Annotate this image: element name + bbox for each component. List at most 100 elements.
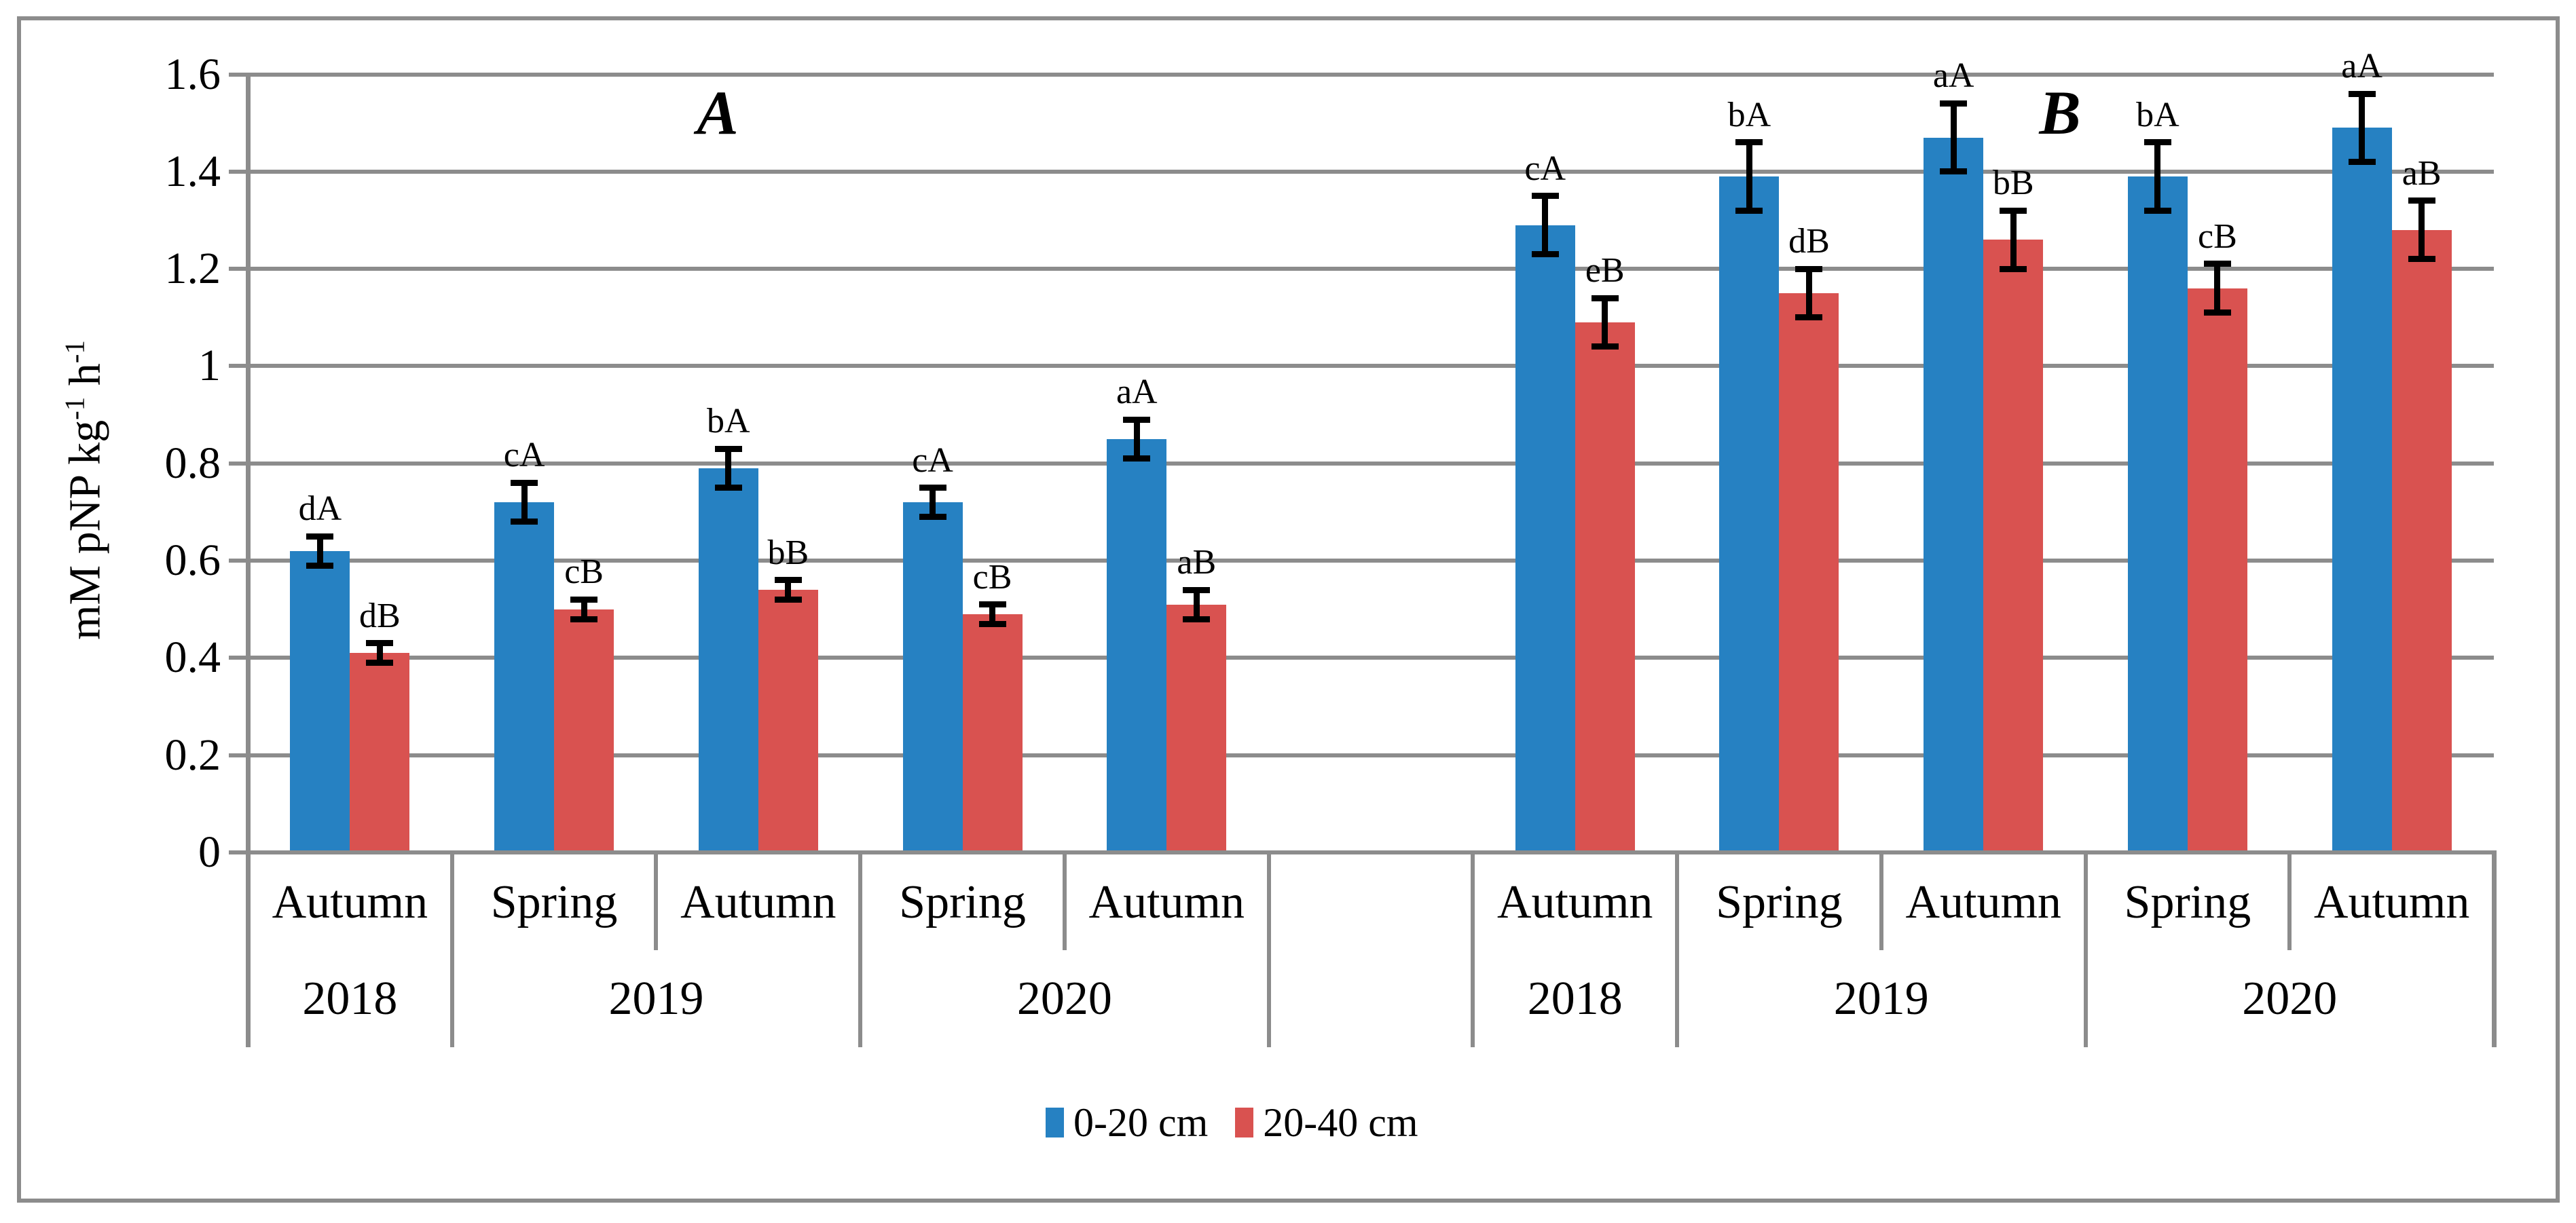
year-label-2018: 2018 [1527, 973, 1623, 1025]
legend-item-20-40cm: 20-40 cm [1235, 1102, 1418, 1143]
significance-label-0-20cm-autumn-2018-B: cA [1524, 149, 1566, 188]
bar-0-20cm-spring-2020-B [2127, 176, 2188, 850]
y-tick-label: 1.4 [164, 146, 221, 196]
category-table-right-edge [2492, 850, 2497, 1047]
error-bar-line-20-40cm-autumn-2019-B [2010, 210, 2017, 269]
error-bar-line-0-20cm-autumn-2018-A [316, 536, 323, 566]
significance-label-20-40cm-spring-2019-B: dB [1788, 222, 1830, 261]
bar-20-40cm-autumn-2020-B [2391, 229, 2452, 850]
error-bar-line-20-40cm-autumn-2018-A [376, 643, 383, 663]
error-bar-cap-top-20-40cm-spring-2019-B [1795, 265, 1823, 272]
season-label-6: Autumn [1496, 876, 1653, 928]
season-label-0: Autumn [272, 876, 428, 928]
error-bar-cap-bottom-0-20cm-spring-2020-A [919, 514, 946, 521]
y-tick-label: 1.2 [164, 244, 221, 294]
bar-0-20cm-spring-2020-A [902, 502, 963, 850]
error-bar-line-20-40cm-autumn-2020-A [1193, 590, 1200, 620]
significance-label-0-20cm-spring-2019-B: bA [1727, 95, 1771, 134]
bar-0-20cm-spring-2019-A [494, 502, 555, 850]
error-bar-cap-top-20-40cm-spring-2020-B [2203, 261, 2231, 267]
bar-0-20cm-autumn-2018-B [1515, 225, 1575, 850]
error-bar-cap-top-20-40cm-autumn-2020-B [2408, 197, 2435, 204]
significance-label-20-40cm-spring-2019-A: cB [564, 552, 604, 592]
error-bar-cap-bottom-0-20cm-autumn-2019-A [714, 485, 742, 491]
gridline-1.6 [248, 72, 2494, 77]
error-bar-line-0-20cm-autumn-2019-B [1950, 103, 1957, 172]
error-bar-cap-bottom-20-40cm-spring-2019-A [570, 616, 598, 622]
error-bar-line-0-20cm-autumn-2020-A [1133, 419, 1140, 459]
season-label-8: Autumn [1905, 876, 2061, 928]
significance-label-0-20cm-autumn-2019-B: aA [1932, 56, 1974, 96]
chart-area-border [17, 16, 2560, 1203]
error-bar-cap-bottom-0-20cm-autumn-2018-A [306, 562, 334, 569]
error-bar-line-0-20cm-autumn-2018-B [1542, 195, 1549, 255]
y-tick-label: 1 [198, 341, 221, 391]
gridline-0.8 [248, 461, 2494, 466]
gridline-0.4 [248, 656, 2494, 660]
season-divider [654, 850, 659, 950]
error-bar-line-20-40cm-autumn-2020-B [2418, 200, 2425, 259]
y-tick-mark [229, 72, 248, 77]
season-label-10: Autumn [2313, 876, 2470, 928]
error-bar-cap-bottom-20-40cm-spring-2019-B [1795, 314, 1823, 321]
gridline-1 [248, 364, 2494, 369]
legend: 0-20 cm 20-40 cm [1046, 1102, 1418, 1143]
error-bar-cap-top-20-40cm-spring-2019-A [570, 596, 598, 603]
error-bar-cap-bottom-0-20cm-autumn-2018-B [1531, 251, 1559, 258]
legend-item-0-20cm: 0-20 cm [1046, 1102, 1208, 1143]
error-bar-cap-top-0-20cm-autumn-2020-B [2348, 90, 2376, 97]
y-tick-label: 1.6 [164, 49, 221, 99]
bar-20-40cm-spring-2019-B [1779, 293, 1839, 850]
significance-label-20-40cm-autumn-2019-A: bB [767, 533, 809, 572]
bar-0-20cm-autumn-2019-B [1924, 137, 1984, 850]
error-bar-cap-bottom-0-20cm-spring-2019-B [1735, 207, 1763, 214]
year-label-2020: 2020 [1016, 973, 1112, 1025]
significance-label-0-20cm-autumn-2018-A: dA [298, 489, 342, 529]
y-tick-mark [229, 267, 248, 271]
y-tick-mark [229, 169, 248, 174]
bar-20-40cm-spring-2019-A [554, 609, 614, 850]
error-bar-cap-top-20-40cm-autumn-2019-B [2000, 207, 2027, 214]
error-bar-cap-top-20-40cm-autumn-2018-A [366, 640, 394, 647]
year-label-2019: 2019 [608, 973, 704, 1025]
season-label-2: Autumn [680, 876, 836, 928]
gridline-0.2 [248, 753, 2494, 757]
bar-20-40cm-autumn-2018-B [1575, 322, 1635, 850]
legend-label: 20-40 cm [1263, 1100, 1418, 1145]
error-bar-line-0-20cm-spring-2019-B [1746, 142, 1752, 211]
error-bar-cap-top-0-20cm-autumn-2019-A [714, 445, 742, 452]
year-divider [449, 850, 454, 1047]
gridline-0.6 [248, 559, 2494, 563]
significance-label-0-20cm-spring-2019-A: cA [503, 436, 545, 475]
error-bar-cap-top-20-40cm-autumn-2018-B [1591, 295, 1619, 301]
season-label-1: Spring [490, 876, 618, 928]
significance-label-20-40cm-autumn-2019-B: bB [1992, 164, 2034, 203]
season-label-4: Autumn [1088, 876, 1245, 928]
error-bar-line-20-40cm-spring-2019-B [1805, 269, 1812, 318]
error-bar-line-20-40cm-autumn-2018-B [1602, 298, 1608, 347]
y-tick-label: 0.8 [164, 438, 221, 488]
bar-20-40cm-spring-2020-B [2187, 288, 2247, 850]
y-tick-label: 0 [198, 827, 221, 877]
error-bar-line-20-40cm-spring-2020-B [2214, 263, 2221, 313]
error-bar-cap-bottom-0-20cm-autumn-2019-B [1940, 168, 1968, 175]
y-tick-label: 0.6 [164, 535, 221, 586]
error-bar-cap-bottom-0-20cm-spring-2020-B [2143, 207, 2171, 214]
y-tick-mark [229, 656, 248, 660]
error-bar-cap-bottom-20-40cm-autumn-2018-B [1591, 343, 1619, 350]
error-bar-cap-top-0-20cm-spring-2019-A [511, 479, 538, 486]
error-bar-cap-top-0-20cm-autumn-2018-A [306, 533, 334, 540]
year-label-2019: 2019 [1833, 973, 1929, 1025]
season-divider [1879, 850, 1883, 950]
error-bar-cap-top-20-40cm-autumn-2019-A [774, 577, 802, 584]
significance-label-20-40cm-spring-2020-B: cB [2198, 217, 2237, 256]
bar-0-20cm-spring-2019-B [1719, 176, 1780, 850]
error-bar-cap-bottom-20-40cm-autumn-2020-A [1183, 616, 1211, 622]
error-bar-cap-top-0-20cm-autumn-2019-B [1940, 100, 1968, 107]
error-bar-cap-top-0-20cm-autumn-2020-A [1123, 416, 1151, 423]
legend-label: 0-20 cm [1073, 1100, 1209, 1145]
panel-letter-A: A [697, 78, 739, 147]
gridline-0 [248, 850, 2494, 854]
significance-label-20-40cm-autumn-2018-B: eB [1585, 251, 1625, 290]
error-bar-line-0-20cm-autumn-2020-B [2359, 94, 2366, 162]
